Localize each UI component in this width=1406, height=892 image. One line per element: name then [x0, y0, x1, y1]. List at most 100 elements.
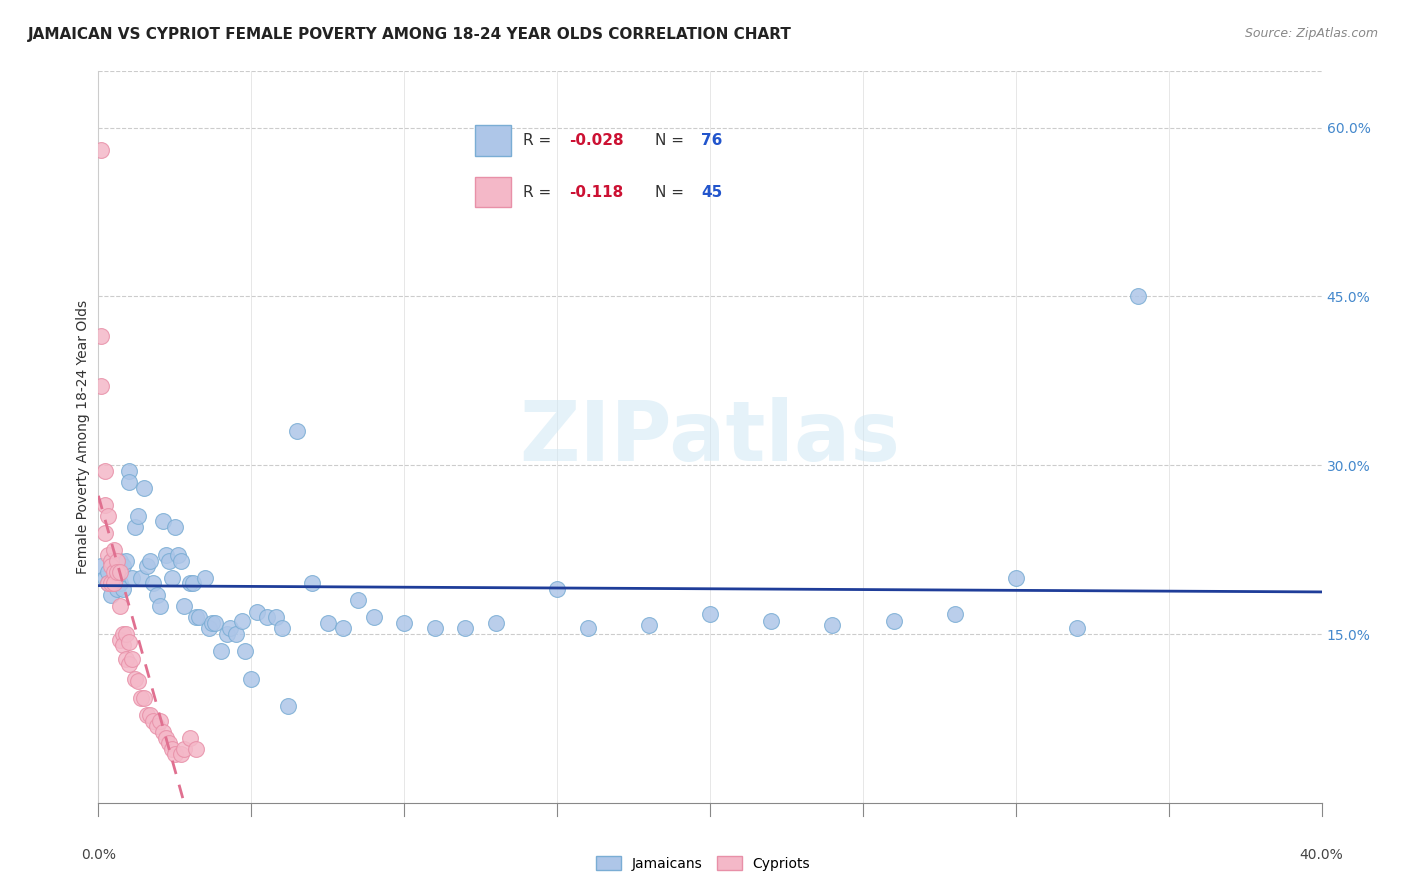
Point: [943, 607, 966, 621]
Point: [100, 576, 122, 591]
Point: [97, 565, 120, 579]
Point: [173, 599, 195, 613]
Point: [118, 657, 141, 672]
Point: [111, 627, 134, 641]
Point: [197, 621, 219, 635]
Point: [246, 605, 269, 619]
Point: [97, 548, 120, 562]
Point: [270, 621, 292, 635]
Text: R =: R =: [523, 133, 557, 148]
Point: [1066, 621, 1088, 635]
Point: [111, 559, 134, 574]
Point: [179, 731, 201, 745]
Point: [100, 554, 122, 568]
Point: [103, 554, 125, 568]
Legend: Jamaicans, Cypriots: Jamaicans, Cypriots: [591, 850, 815, 876]
Point: [134, 691, 156, 706]
Point: [264, 610, 287, 624]
Text: 40.0%: 40.0%: [1299, 847, 1344, 862]
Point: [225, 627, 247, 641]
Point: [142, 714, 165, 728]
Point: [136, 708, 159, 723]
Point: [163, 747, 186, 762]
Point: [392, 615, 416, 630]
Bar: [475, 126, 512, 156]
Text: 0.0%: 0.0%: [82, 847, 115, 862]
Point: [149, 599, 172, 613]
Point: [759, 614, 782, 628]
Point: [115, 652, 138, 666]
Point: [233, 644, 256, 658]
Point: [115, 627, 138, 641]
Point: [167, 548, 190, 562]
Point: [105, 582, 128, 596]
Point: [160, 741, 183, 756]
Text: 76: 76: [700, 133, 723, 148]
Point: [127, 674, 149, 689]
Text: 45: 45: [700, 185, 723, 200]
Point: [93, 571, 115, 585]
Point: [277, 699, 299, 714]
Point: [883, 614, 905, 628]
Point: [129, 571, 152, 585]
Point: [111, 638, 134, 652]
Point: [134, 481, 156, 495]
Point: [103, 542, 125, 557]
Point: [576, 621, 599, 635]
Point: [124, 672, 146, 686]
Point: [108, 632, 131, 647]
Point: [1004, 571, 1026, 585]
Point: [90, 379, 112, 393]
Point: [115, 554, 138, 568]
Point: [100, 588, 122, 602]
Point: [179, 576, 201, 591]
Point: [97, 508, 120, 523]
Point: [152, 725, 174, 739]
Point: [127, 508, 149, 523]
Point: [546, 582, 568, 596]
Text: N =: N =: [655, 185, 689, 200]
Point: [100, 554, 122, 568]
Point: [181, 576, 204, 591]
Bar: [475, 177, 512, 208]
Point: [347, 593, 370, 607]
Point: [194, 571, 217, 585]
Point: [136, 559, 159, 574]
Point: [332, 621, 354, 635]
Point: [301, 576, 323, 591]
Point: [139, 554, 162, 568]
Point: [363, 610, 385, 624]
Text: Source: ZipAtlas.com: Source: ZipAtlas.com: [1244, 27, 1378, 40]
Point: [423, 621, 446, 635]
Y-axis label: Female Poverty Among 18-24 Year Olds: Female Poverty Among 18-24 Year Olds: [76, 300, 90, 574]
Point: [105, 565, 128, 579]
Point: [186, 610, 208, 624]
Point: [103, 565, 125, 579]
Point: [118, 635, 141, 649]
Point: [139, 708, 162, 723]
Point: [145, 719, 167, 733]
Point: [124, 520, 146, 534]
Text: -0.118: -0.118: [569, 185, 624, 200]
Point: [129, 691, 152, 706]
Point: [118, 464, 141, 478]
Point: [121, 652, 143, 666]
Point: [155, 731, 177, 745]
Point: [637, 618, 661, 632]
Point: [118, 475, 141, 489]
Point: [157, 554, 180, 568]
Point: [149, 714, 172, 728]
Point: [105, 554, 128, 568]
Point: [108, 576, 131, 591]
Point: [240, 672, 263, 686]
Point: [215, 627, 238, 641]
Point: [160, 571, 183, 585]
Point: [200, 615, 222, 630]
Point: [90, 559, 112, 574]
Point: [121, 571, 143, 585]
Point: [145, 588, 167, 602]
Point: [111, 582, 134, 596]
Point: [142, 576, 165, 591]
Point: [485, 615, 508, 630]
Point: [93, 464, 115, 478]
